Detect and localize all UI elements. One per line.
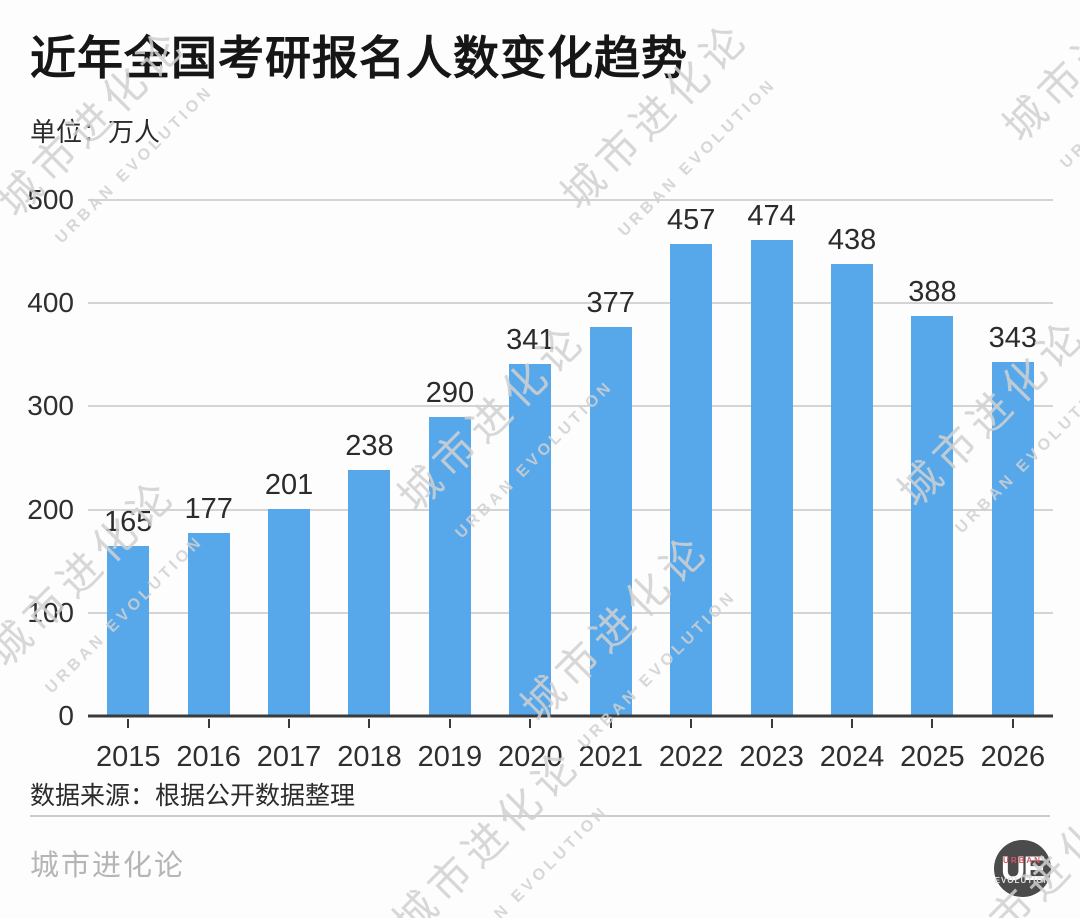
plot-area: 165 2015 177 2016 201 2017 238 2018 290 2019 341 20…: [88, 200, 1053, 773]
bar-column: 290 2019: [410, 200, 490, 773]
bar: [750, 240, 793, 716]
ue-logo-subtext-top: URBAN: [1003, 855, 1042, 865]
watermark: 城市进化论 URBAN EVOLUTION: [939, 765, 1080, 918]
bar: [428, 416, 471, 716]
gridline: [88, 302, 1053, 305]
chart-title: 近年全国考研报名人数变化趋势: [30, 32, 688, 84]
x-axis-label: 2020: [498, 741, 563, 773]
x-axis-tick: [609, 719, 612, 728]
source-note: 数据来源：根据公开数据整理: [30, 782, 356, 810]
x-axis-tick: [770, 719, 773, 728]
bar-column: 388 2025: [892, 200, 972, 773]
y-axis-tick-label: 200: [27, 493, 74, 525]
bar-value-label: 201: [264, 468, 314, 501]
x-axis-line: [88, 714, 1053, 718]
bar-value-label: 341: [506, 324, 555, 357]
watermark: 城市进化论 URBAN EVOLUTION: [987, 0, 1080, 183]
bar: [831, 263, 873, 716]
x-axis-label: 2018: [337, 741, 402, 773]
bar-value-label: 474: [747, 200, 796, 232]
ue-logo-subtext-bottom: EVOLUTION: [994, 875, 1051, 885]
x-axis-tick: [529, 719, 532, 728]
bar-value-label: 438: [827, 223, 877, 256]
x-axis-label: 2022: [658, 741, 724, 773]
bar: [670, 244, 713, 716]
x-axis-tick: [288, 719, 291, 728]
watermark-cn: 城市进化论: [946, 772, 1080, 918]
brand-name: 城市进化论: [30, 850, 186, 882]
bar: [348, 470, 391, 716]
x-axis-label: 2019: [417, 741, 483, 773]
bar-column: 377 2021: [571, 200, 651, 773]
gridline: [88, 199, 1053, 201]
bar-column: 201 2017: [249, 200, 329, 773]
bar: [589, 326, 632, 716]
x-axis-tick: [851, 719, 853, 728]
x-axis-tick: [207, 719, 210, 728]
bar: [187, 533, 230, 716]
y-axis-tick-label: 300: [27, 390, 74, 422]
bar-column: 343 2026: [973, 200, 1053, 773]
bar: [991, 362, 1034, 716]
grid-layer: 0 100 200 300 400 500: [27, 184, 1053, 731]
x-axis-tick: [1011, 719, 1014, 728]
x-axis-label: 2016: [176, 741, 241, 773]
footer-divider: [30, 815, 1050, 817]
ue-logo-monogram: UE: [1000, 849, 1046, 888]
bar-column: 438 2024: [812, 200, 892, 773]
x-axis-label: 2021: [578, 741, 643, 773]
bar-value-label: 377: [586, 286, 635, 319]
bar-column: 177 2016: [168, 200, 248, 773]
bar: [268, 508, 311, 716]
y-axis-tick-label: 0: [58, 700, 74, 731]
watermark-en: URBAN EVOLUTION: [447, 802, 612, 918]
unit-label: 单位：万人: [30, 117, 161, 147]
x-axis-tick: [931, 719, 934, 728]
gridline: [88, 405, 1053, 408]
gridline: [88, 611, 1053, 614]
bar: [911, 315, 954, 716]
bar: [107, 545, 150, 716]
watermark-cn: 城市进化论: [994, 0, 1080, 151]
bar-value-label: 343: [988, 322, 1038, 355]
bar-column: 474 2023: [731, 200, 811, 773]
x-axis-tick: [690, 719, 693, 728]
bar-value-label: 388: [908, 275, 957, 308]
bar-column: 238 2018: [329, 200, 409, 773]
x-axis-tick: [127, 719, 130, 728]
x-axis-label: 2024: [819, 741, 885, 773]
bar-column: 341 2020: [490, 200, 570, 773]
bar-column: 165 2015: [88, 200, 168, 773]
x-axis-tick: [448, 719, 451, 728]
bar-value-label: 165: [104, 505, 153, 538]
x-axis-label: 2023: [739, 741, 804, 773]
y-axis-tick-label: 500: [27, 184, 74, 215]
watermark-en: URBAN EVOLUTION: [1057, 7, 1080, 172]
ue-logo-subtext: URBAN EVOLUTION: [994, 849, 1051, 889]
bar-value-label: 177: [184, 493, 233, 526]
bar: [509, 364, 552, 716]
bar-value-label: 238: [345, 430, 394, 463]
ue-logo: UE URBAN EVOLUTION: [994, 840, 1051, 897]
bar-value-label: 457: [666, 204, 716, 237]
bar-value-label: 290: [425, 376, 475, 409]
x-axis-label: 2017: [256, 741, 322, 773]
y-axis-tick-label: 100: [27, 596, 74, 628]
bar-chart: 0 100 200 300 400 500 165 2015 177 2016 201 2017 23…: [27, 184, 1053, 773]
x-axis-tick: [368, 719, 371, 728]
x-axis-label: 2026: [980, 741, 1046, 773]
gridline: [88, 508, 1053, 511]
bar-column: 457 2022: [651, 200, 731, 773]
x-axis-label: 2025: [900, 741, 965, 773]
x-axis-label: 2015: [95, 741, 161, 773]
y-axis-tick-label: 400: [27, 287, 74, 319]
